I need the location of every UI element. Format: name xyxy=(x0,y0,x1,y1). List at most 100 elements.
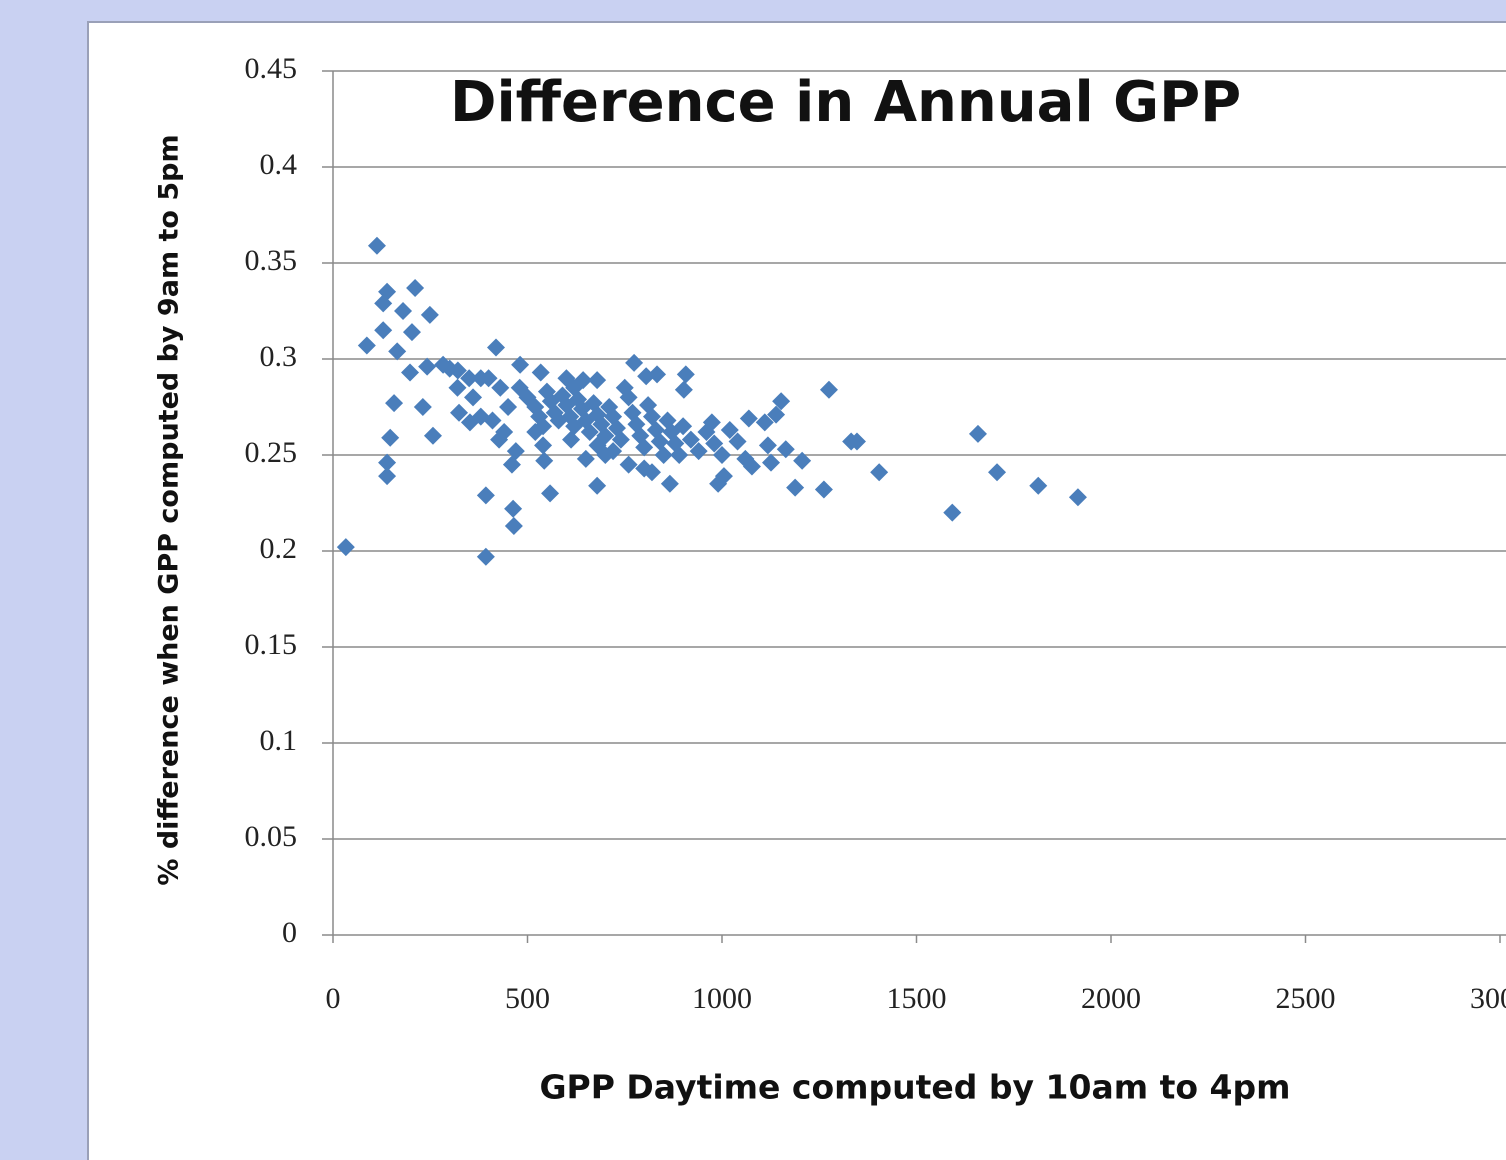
point xyxy=(772,392,791,411)
point xyxy=(847,432,866,451)
y-tick-label: 0.05 xyxy=(245,820,298,853)
y-tick-label: 0.35 xyxy=(245,244,298,277)
point xyxy=(635,438,654,457)
point xyxy=(420,305,439,324)
point xyxy=(486,338,505,357)
point xyxy=(588,476,607,495)
point xyxy=(619,455,638,474)
point xyxy=(374,294,393,313)
point xyxy=(378,453,397,472)
point xyxy=(728,432,747,451)
point xyxy=(767,405,786,424)
point xyxy=(526,422,545,441)
y-tick-label: 0.3 xyxy=(260,340,298,373)
point xyxy=(531,363,550,382)
point xyxy=(642,407,661,426)
point xyxy=(378,467,397,486)
y-axis-label: % difference when GPP computed by 9am to… xyxy=(154,134,185,885)
point xyxy=(504,499,523,518)
x-tick-label: 0 xyxy=(326,982,341,1015)
point xyxy=(793,451,812,470)
point xyxy=(534,436,553,455)
point xyxy=(511,355,530,374)
point xyxy=(580,422,599,441)
point xyxy=(460,369,479,388)
x-tick-label: 500 xyxy=(505,982,550,1015)
point xyxy=(367,236,386,255)
point xyxy=(374,321,393,340)
point xyxy=(786,478,805,497)
point xyxy=(418,357,437,376)
point xyxy=(1068,488,1087,507)
point xyxy=(448,378,467,397)
point xyxy=(423,426,442,445)
point xyxy=(464,388,483,407)
point xyxy=(819,380,838,399)
point xyxy=(968,424,987,443)
point xyxy=(440,359,459,378)
x-tick-label: 3000 xyxy=(1470,982,1506,1015)
point xyxy=(676,365,695,384)
point xyxy=(562,430,581,449)
point xyxy=(502,455,521,474)
point xyxy=(604,442,623,461)
point xyxy=(491,378,510,397)
point xyxy=(381,428,400,447)
point xyxy=(755,413,774,432)
chart-title: Difference in Annual GPP xyxy=(450,70,1241,135)
point xyxy=(814,480,833,499)
point xyxy=(471,369,490,388)
point xyxy=(720,421,739,440)
point xyxy=(619,388,638,407)
point xyxy=(674,417,693,436)
y-tick-label: 0.1 xyxy=(260,724,298,757)
point xyxy=(565,378,584,397)
x-tick-label: 2000 xyxy=(1081,982,1141,1015)
point xyxy=(674,380,693,399)
point xyxy=(670,446,689,464)
point xyxy=(642,463,661,482)
x-tick-label: 2500 xyxy=(1276,982,1336,1015)
point xyxy=(776,440,795,459)
point xyxy=(385,394,404,413)
point xyxy=(499,398,518,416)
point xyxy=(611,430,630,449)
point xyxy=(506,442,525,461)
point xyxy=(450,403,469,422)
point xyxy=(504,517,523,536)
chart-panel xyxy=(87,21,1506,1160)
y-tick-label: 0.2 xyxy=(260,532,298,565)
point xyxy=(705,434,724,453)
point xyxy=(495,422,514,441)
point xyxy=(401,363,420,382)
point xyxy=(709,474,728,493)
x-tick-label: 1000 xyxy=(692,982,752,1015)
point xyxy=(689,442,708,461)
point xyxy=(736,449,755,468)
point xyxy=(870,463,889,482)
point xyxy=(413,398,432,416)
point xyxy=(660,474,679,493)
y-tick-label: 0.15 xyxy=(245,628,298,661)
y-tick-label: 0.45 xyxy=(245,52,298,85)
point xyxy=(762,453,781,472)
point xyxy=(402,323,421,342)
y-tick-label: 0.25 xyxy=(245,436,298,469)
point xyxy=(388,342,407,361)
point xyxy=(681,430,700,449)
point xyxy=(739,409,758,428)
point xyxy=(758,436,777,455)
point xyxy=(943,503,962,522)
point xyxy=(654,446,673,464)
point xyxy=(476,547,495,566)
x-tick-label: 1500 xyxy=(887,982,947,1015)
point xyxy=(535,451,554,470)
point xyxy=(588,436,607,455)
point xyxy=(637,367,656,386)
point xyxy=(541,484,560,503)
point xyxy=(336,538,355,557)
x-axis-label: GPP Daytime computed by 10am to 4pm xyxy=(539,1068,1290,1107)
point xyxy=(625,353,644,372)
point xyxy=(483,411,502,430)
